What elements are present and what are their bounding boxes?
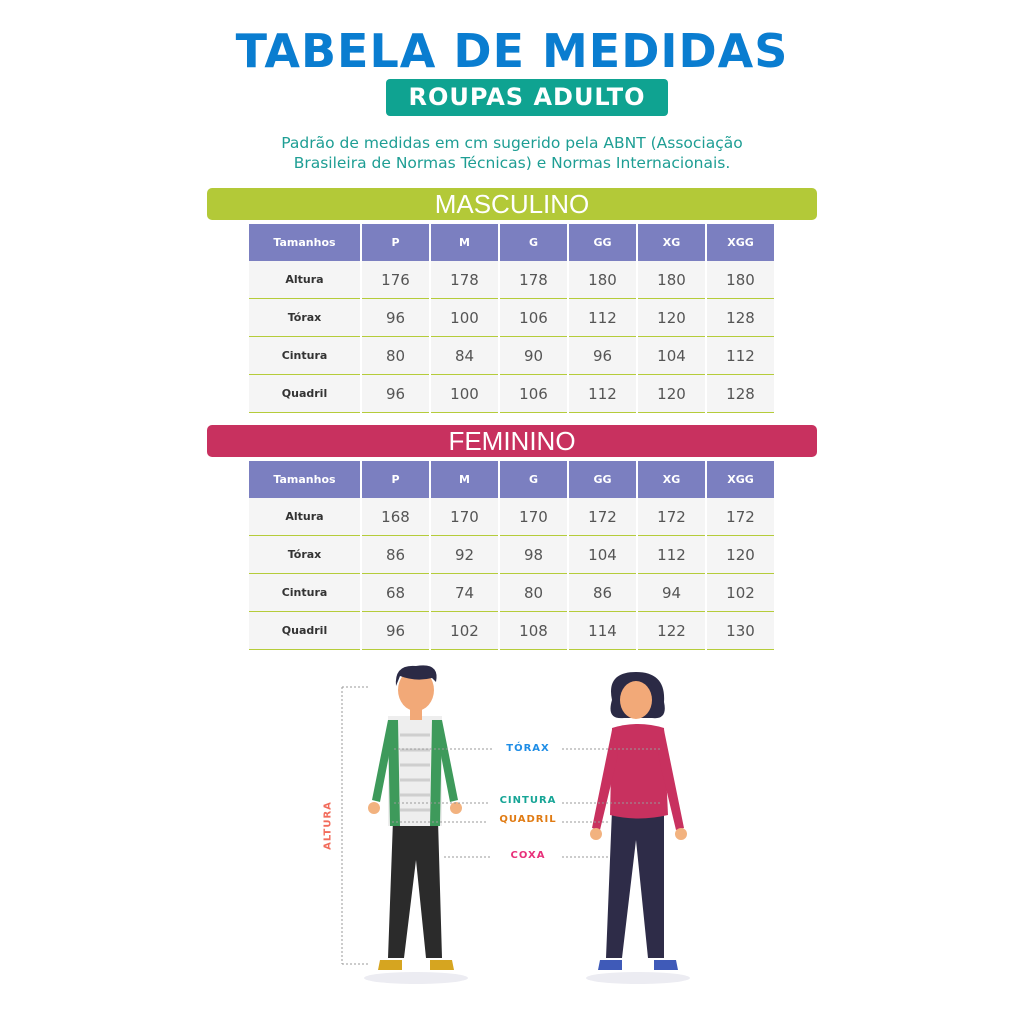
measure-lines bbox=[341, 686, 660, 965]
table-cell: 80 bbox=[500, 574, 567, 612]
column-header: GG bbox=[569, 224, 636, 261]
table-cell: 104 bbox=[569, 536, 636, 574]
column-header: Tamanhos bbox=[249, 461, 360, 498]
column-header: GG bbox=[569, 461, 636, 498]
table-cell: 120 bbox=[638, 375, 705, 413]
table-cell: 180 bbox=[707, 261, 774, 299]
table-row: Cintura 68 74 80 86 94 102 bbox=[249, 574, 774, 612]
table-row: Tórax 86 92 98 104 112 120 bbox=[249, 536, 774, 574]
table-cell: 112 bbox=[569, 299, 636, 337]
table-cell: 104 bbox=[638, 337, 705, 375]
table-cell: 120 bbox=[707, 536, 774, 574]
table-cell: 84 bbox=[431, 337, 498, 375]
row-label: Altura bbox=[249, 498, 360, 536]
torax-label: TÓRAX bbox=[506, 743, 550, 754]
table-cell: 102 bbox=[707, 574, 774, 612]
header-row: Tamanhos P M G GG XG XGG bbox=[249, 224, 774, 261]
table-cell: 112 bbox=[638, 536, 705, 574]
row-label: Quadril bbox=[249, 612, 360, 650]
man-figure bbox=[364, 665, 468, 984]
table-cell: 68 bbox=[362, 574, 429, 612]
table-cell: 96 bbox=[362, 299, 429, 337]
feminino-table: Tamanhos P M G GG XG XGG Altura 168 170 170 172 172 1… bbox=[247, 461, 776, 650]
altura-label: ALTURA bbox=[322, 801, 334, 850]
column-header: G bbox=[500, 461, 567, 498]
column-header: M bbox=[431, 224, 498, 261]
table-cell: 172 bbox=[707, 498, 774, 536]
table-cell: 122 bbox=[638, 612, 705, 650]
table-cell: 90 bbox=[500, 337, 567, 375]
table-cell: 106 bbox=[500, 299, 567, 337]
table-cell: 170 bbox=[431, 498, 498, 536]
column-header: XG bbox=[638, 224, 705, 261]
table-row: Quadril 96 100 106 112 120 128 bbox=[249, 375, 774, 413]
table-cell: 172 bbox=[638, 498, 705, 536]
column-header: XG bbox=[638, 461, 705, 498]
table-cell: 112 bbox=[707, 337, 774, 375]
description-line: Brasileira de Normas Técnicas) e Normas … bbox=[293, 154, 731, 172]
table-cell: 130 bbox=[707, 612, 774, 650]
table-cell: 100 bbox=[431, 299, 498, 337]
row-label: Quadril bbox=[249, 375, 360, 413]
table-cell: 180 bbox=[638, 261, 705, 299]
coxa-label: COXA bbox=[510, 850, 546, 861]
table-cell: 96 bbox=[362, 612, 429, 650]
column-header: Tamanhos bbox=[249, 224, 360, 261]
table-cell: 80 bbox=[362, 337, 429, 375]
table-cell: 108 bbox=[500, 612, 567, 650]
description: Padrão de medidas em cm sugerido pela AB… bbox=[0, 133, 1024, 173]
table-cell: 114 bbox=[569, 612, 636, 650]
table-row: Cintura 80 84 90 96 104 112 bbox=[249, 337, 774, 375]
subtitle-badge: ROUPAS ADULTO bbox=[386, 79, 668, 116]
table-cell: 94 bbox=[638, 574, 705, 612]
table-row: Altura 168 170 170 172 172 172 bbox=[249, 498, 774, 536]
column-header: P bbox=[362, 461, 429, 498]
table-cell: 172 bbox=[569, 498, 636, 536]
table-cell: 176 bbox=[362, 261, 429, 299]
column-header: M bbox=[431, 461, 498, 498]
table-cell: 178 bbox=[500, 261, 567, 299]
row-label: Tórax bbox=[249, 536, 360, 574]
page-title: TABELA DE MEDIDAS bbox=[235, 24, 789, 78]
row-label: Tórax bbox=[249, 299, 360, 337]
table-cell: 168 bbox=[362, 498, 429, 536]
table-cell: 170 bbox=[500, 498, 567, 536]
table-cell: 92 bbox=[431, 536, 498, 574]
masculino-table: Tamanhos P M G GG XG XGG Altura 176 178 178 180 180 1… bbox=[247, 224, 776, 413]
row-label: Cintura bbox=[249, 337, 360, 375]
table-row: Quadril 96 102 108 114 122 130 bbox=[249, 612, 774, 650]
row-label: Cintura bbox=[249, 574, 360, 612]
table-cell: 98 bbox=[500, 536, 567, 574]
header-row: Tamanhos P M G GG XG XGG bbox=[249, 461, 774, 498]
table-cell: 102 bbox=[431, 612, 498, 650]
table-row: Tórax 96 100 106 112 120 128 bbox=[249, 299, 774, 337]
description-line: Padrão de medidas em cm sugerido pela AB… bbox=[281, 134, 743, 152]
table-cell: 96 bbox=[569, 337, 636, 375]
quadril-label: QUADRIL bbox=[499, 814, 557, 825]
row-label: Altura bbox=[249, 261, 360, 299]
feminino-band: FEMININO bbox=[207, 425, 817, 457]
woman-figure bbox=[586, 672, 690, 984]
column-header: P bbox=[362, 224, 429, 261]
table-row: Altura 176 178 178 180 180 180 bbox=[249, 261, 774, 299]
cintura-label: CINTURA bbox=[499, 795, 557, 806]
table-cell: 178 bbox=[431, 261, 498, 299]
table-cell: 100 bbox=[431, 375, 498, 413]
table-cell: 128 bbox=[707, 375, 774, 413]
masculino-band: MASCULINO bbox=[207, 188, 817, 220]
column-header: G bbox=[500, 224, 567, 261]
table-cell: 180 bbox=[569, 261, 636, 299]
table-cell: 96 bbox=[362, 375, 429, 413]
table-cell: 128 bbox=[707, 299, 774, 337]
table-cell: 112 bbox=[569, 375, 636, 413]
column-header: XGG bbox=[707, 461, 774, 498]
table-cell: 74 bbox=[431, 574, 498, 612]
body-illustration bbox=[341, 665, 690, 984]
table-cell: 120 bbox=[638, 299, 705, 337]
table-cell: 86 bbox=[362, 536, 429, 574]
table-cell: 106 bbox=[500, 375, 567, 413]
column-header: XGG bbox=[707, 224, 774, 261]
table-cell: 86 bbox=[569, 574, 636, 612]
